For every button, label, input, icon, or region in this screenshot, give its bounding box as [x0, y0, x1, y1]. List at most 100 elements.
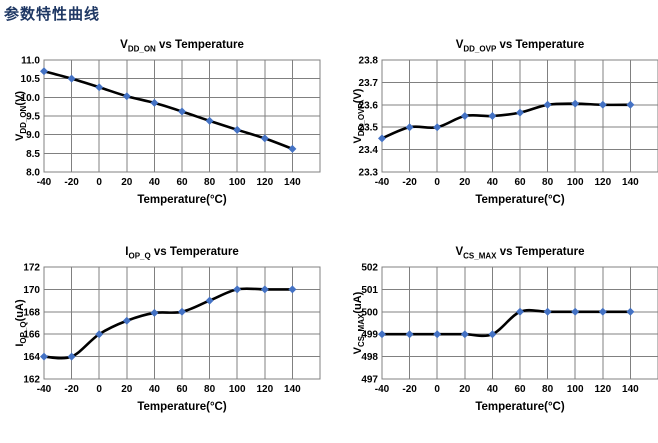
title-subscript: DD_ON	[127, 44, 156, 54]
x-tick-label: -40	[375, 384, 390, 395]
x-tick-label: 120	[256, 177, 273, 188]
series-line	[42, 69, 294, 151]
x-tick-label: 80	[204, 384, 216, 395]
x-tick-label: 40	[149, 384, 161, 395]
data-point-marker	[433, 330, 442, 339]
chart-title: IOP_Q vs Temperature	[44, 243, 320, 261]
data-point-marker	[378, 330, 386, 339]
data-point-marker	[67, 74, 76, 83]
title-text: vs Temperature	[155, 39, 244, 51]
y-tick-label: 23.5	[359, 123, 379, 134]
series-line	[380, 102, 632, 140]
data-point-marker	[40, 67, 48, 76]
x-axis-label: Temperature(°C)	[475, 401, 565, 413]
y-tick-label: 502	[361, 263, 378, 274]
y-tick-label: 172	[23, 263, 40, 274]
x-tick-label: 80	[542, 384, 554, 395]
data-point-marker	[150, 98, 159, 107]
title-subscript: DD_OVP	[463, 44, 497, 54]
data-point-marker	[598, 307, 607, 316]
title-symbol: V	[455, 246, 464, 258]
x-tick-label: 120	[594, 384, 611, 395]
data-point-marker	[288, 144, 297, 153]
x-tick-label: 60	[514, 384, 526, 395]
x-tick-label: 140	[622, 384, 639, 395]
x-tick-label: 80	[204, 177, 216, 188]
y-tick-label: 164	[23, 352, 40, 363]
data-point-marker	[598, 100, 607, 109]
series-line	[42, 287, 294, 360]
data-point-marker	[378, 134, 386, 143]
data-point-marker	[405, 330, 414, 339]
y-tick-label: 10.0	[21, 93, 41, 104]
y-tick-label: 170	[23, 285, 40, 296]
title-symbol: V	[455, 39, 464, 51]
data-point-marker	[40, 352, 48, 361]
x-tick-label: -40	[37, 384, 52, 395]
title-symbol: V	[120, 39, 128, 51]
ylabel-unit: (V)	[352, 88, 364, 104]
y-tick-label: 499	[361, 330, 378, 341]
title-subscript: CS_MAX	[463, 251, 497, 261]
y-tick-label: 501	[361, 285, 378, 296]
data-point-marker	[460, 112, 469, 120]
chart-plot: 23.3 23.4 23.5 23.6 23.7 23.8 -40 -20 0 20 40 60 80 1…	[359, 56, 658, 188]
y-tick-label: 23.7	[359, 78, 379, 89]
plot-border	[381, 59, 658, 173]
series-line	[380, 308, 632, 338]
chart-title: VCS_MAX vs Temperature	[382, 243, 658, 261]
y-tick-label: 23.8	[359, 56, 379, 67]
x-tick-label: 60	[514, 177, 526, 188]
plot-area: 8.0 8.5 9.0 9.5 10.0 10.5 11.0 -40 -20 0 20 40 60 80 1…	[21, 56, 321, 188]
data-point-marker	[460, 330, 469, 339]
data-point-marker	[150, 308, 159, 317]
page-title: 参数特性曲线	[4, 6, 101, 23]
x-tick-label: 140	[284, 384, 301, 395]
chart-title: VDD_OVP vs Temperature	[382, 36, 658, 54]
data-point-marker	[260, 285, 269, 294]
y-tick-label: 23.4	[359, 145, 379, 156]
data-point-marker	[571, 307, 580, 316]
data-point-marker	[516, 307, 524, 316]
data-point-marker	[205, 116, 214, 125]
x-tick-label: -40	[375, 177, 390, 188]
data-point-marker	[405, 123, 414, 132]
chart-plot: 162 164 166 168 170 172 -40 -20 0 20 40 60 80 100 120 1…	[23, 263, 321, 395]
ylabel-subscript: DD_ON	[19, 105, 29, 134]
x-tick-label: -20	[64, 384, 79, 395]
data-point-marker	[178, 107, 186, 116]
y-axis-label: VCS_MAX(uA)	[352, 292, 367, 355]
ylabel-unit: (V)	[14, 90, 26, 106]
ylabel-symbol: V	[352, 136, 364, 144]
x-tick-label: 80	[542, 177, 554, 188]
ylabel-subscript: OP_Q	[19, 321, 29, 344]
data-point-marker	[571, 99, 580, 108]
data-point-marker	[543, 100, 552, 109]
y-tick-label: 500	[361, 307, 378, 318]
x-tick-label: -20	[64, 177, 79, 188]
plot-border	[43, 266, 321, 380]
data-point-marker	[67, 352, 76, 361]
data-point-marker	[233, 285, 242, 294]
x-tick-label: 60	[176, 177, 188, 188]
chart-vdd-ovp-vs-temperature: VDD_OVP vs Temperature VDD_OVP(V) 23.3 23…	[348, 36, 658, 236]
data-point-marker	[178, 307, 186, 316]
data-point-marker	[626, 100, 635, 109]
data-point-marker	[260, 134, 269, 143]
x-tick-label: 40	[487, 177, 499, 188]
title-subscript: OP_Q	[128, 251, 151, 261]
x-tick-label: 40	[487, 384, 499, 395]
plot-area: 23.3 23.4 23.5 23.6 23.7 23.8 -40 -20 0 20 40 60 80 1…	[359, 56, 658, 188]
x-tick-label: 120	[256, 384, 273, 395]
x-tick-label: 60	[176, 384, 188, 395]
x-tick-label: 140	[622, 177, 639, 188]
x-tick-label: 20	[121, 384, 133, 395]
x-tick-label: -20	[402, 384, 417, 395]
ylabel-subscript: CS_MAX	[357, 313, 367, 347]
y-tick-label: 9.5	[26, 112, 40, 123]
chart-title: VDD_ON vs Temperature	[44, 36, 320, 54]
x-tick-label: 0	[434, 384, 440, 395]
y-tick-label: 8.5	[26, 149, 40, 160]
data-point-marker	[488, 330, 497, 339]
data-point-marker	[488, 112, 497, 120]
